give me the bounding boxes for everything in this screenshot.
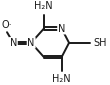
Text: N: N [28, 38, 35, 48]
Text: H₂N: H₂N [52, 74, 71, 84]
Text: N: N [58, 24, 65, 34]
Text: SH: SH [93, 38, 107, 48]
Text: O·: O· [2, 20, 12, 30]
Text: N: N [10, 38, 17, 48]
Text: H₂N: H₂N [35, 1, 53, 11]
